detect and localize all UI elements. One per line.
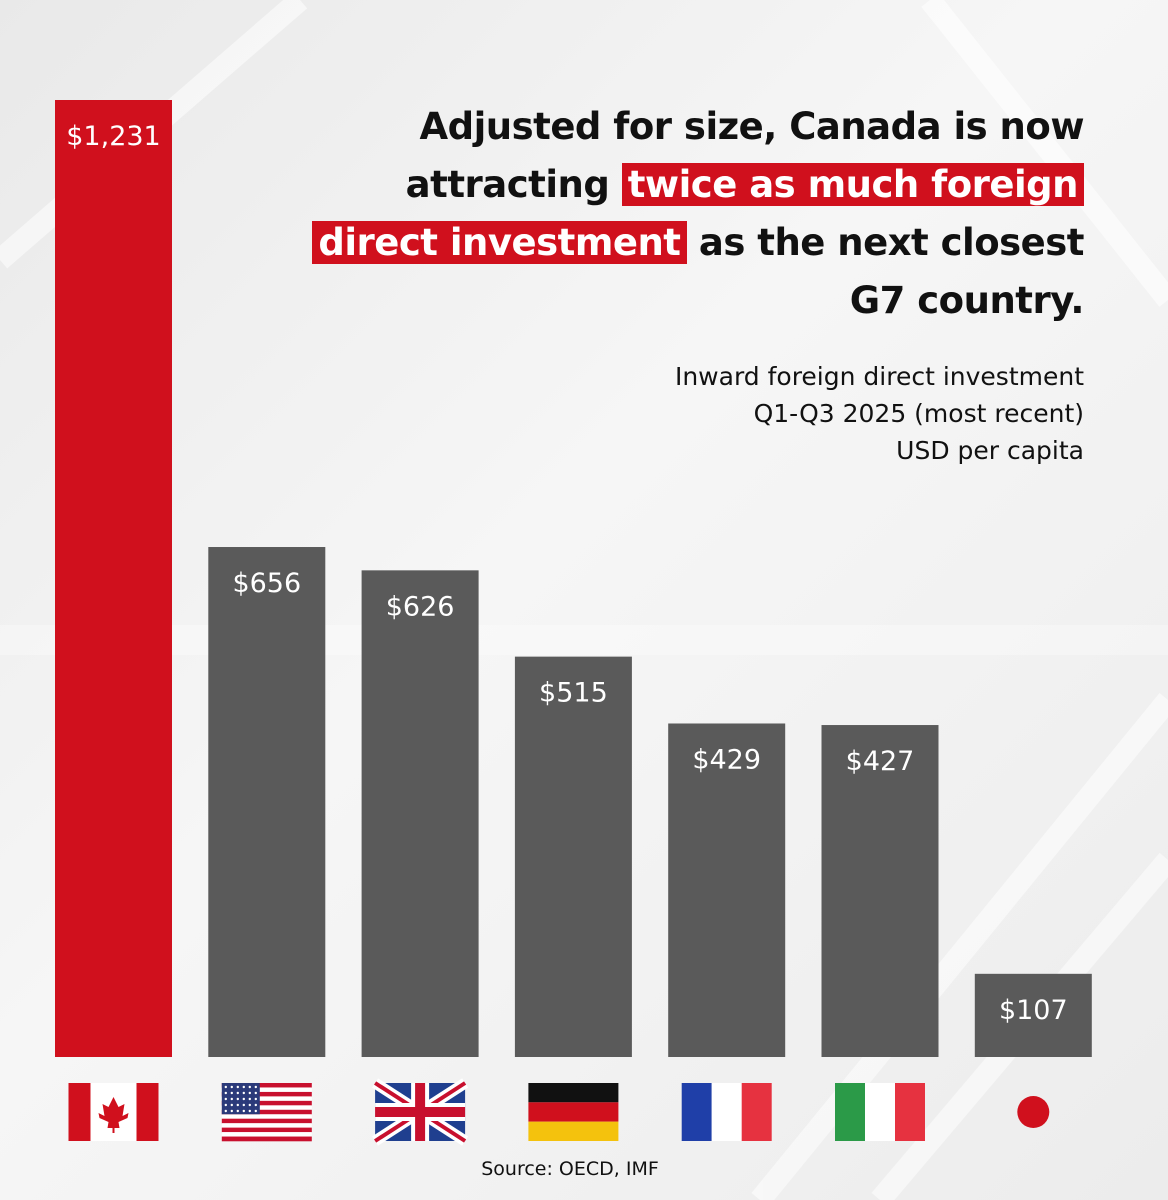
usa-flag-icon: [221, 1083, 312, 1142]
title-part-1: Adjusted for size, Canada is now attract…: [405, 105, 1085, 206]
bar-france: [668, 723, 786, 1057]
subtitle-line-2: Q1-Q3 2025 (most recent): [753, 399, 1084, 428]
chart-subtitle: Inward foreign direct investment Q1-Q3 2…: [524, 358, 1084, 469]
japan-flag-icon: [1017, 1096, 1050, 1128]
subtitle-line-3: USD per capita: [896, 436, 1084, 465]
subtitle-line-1: Inward foreign direct investment: [674, 362, 1084, 391]
france-flag-icon: [681, 1083, 772, 1141]
canada-flag-icon: [68, 1083, 159, 1141]
data-label: $1,231: [66, 121, 160, 152]
bar-japan: [974, 973, 1092, 1057]
data-label: $429: [692, 744, 761, 775]
uk-flag-icon: [372, 1078, 469, 1146]
data-label: $107: [999, 995, 1068, 1026]
data-label: $427: [846, 746, 915, 777]
bar-italy: [821, 725, 939, 1057]
title-part-2: as the next closest G7 country.: [686, 221, 1085, 322]
bar-germany: [514, 656, 632, 1057]
title-highlight-2: direct investment: [312, 221, 687, 264]
bar-canada: [55, 100, 172, 1057]
data-label: $656: [232, 568, 301, 599]
italy-flag-icon: [835, 1083, 925, 1141]
bar-united-kingdom: [361, 570, 479, 1057]
data-label: $515: [539, 678, 608, 709]
title-highlight-1: twice as much foreign: [621, 163, 1084, 206]
chart-title: Adjusted for size, Canada is now attract…: [304, 98, 1085, 330]
source-note: Source: OECD, IMF: [481, 1158, 659, 1180]
data-label: $626: [386, 591, 455, 622]
germany-flag-icon: [528, 1083, 619, 1141]
bar-united-states: [208, 547, 326, 1057]
